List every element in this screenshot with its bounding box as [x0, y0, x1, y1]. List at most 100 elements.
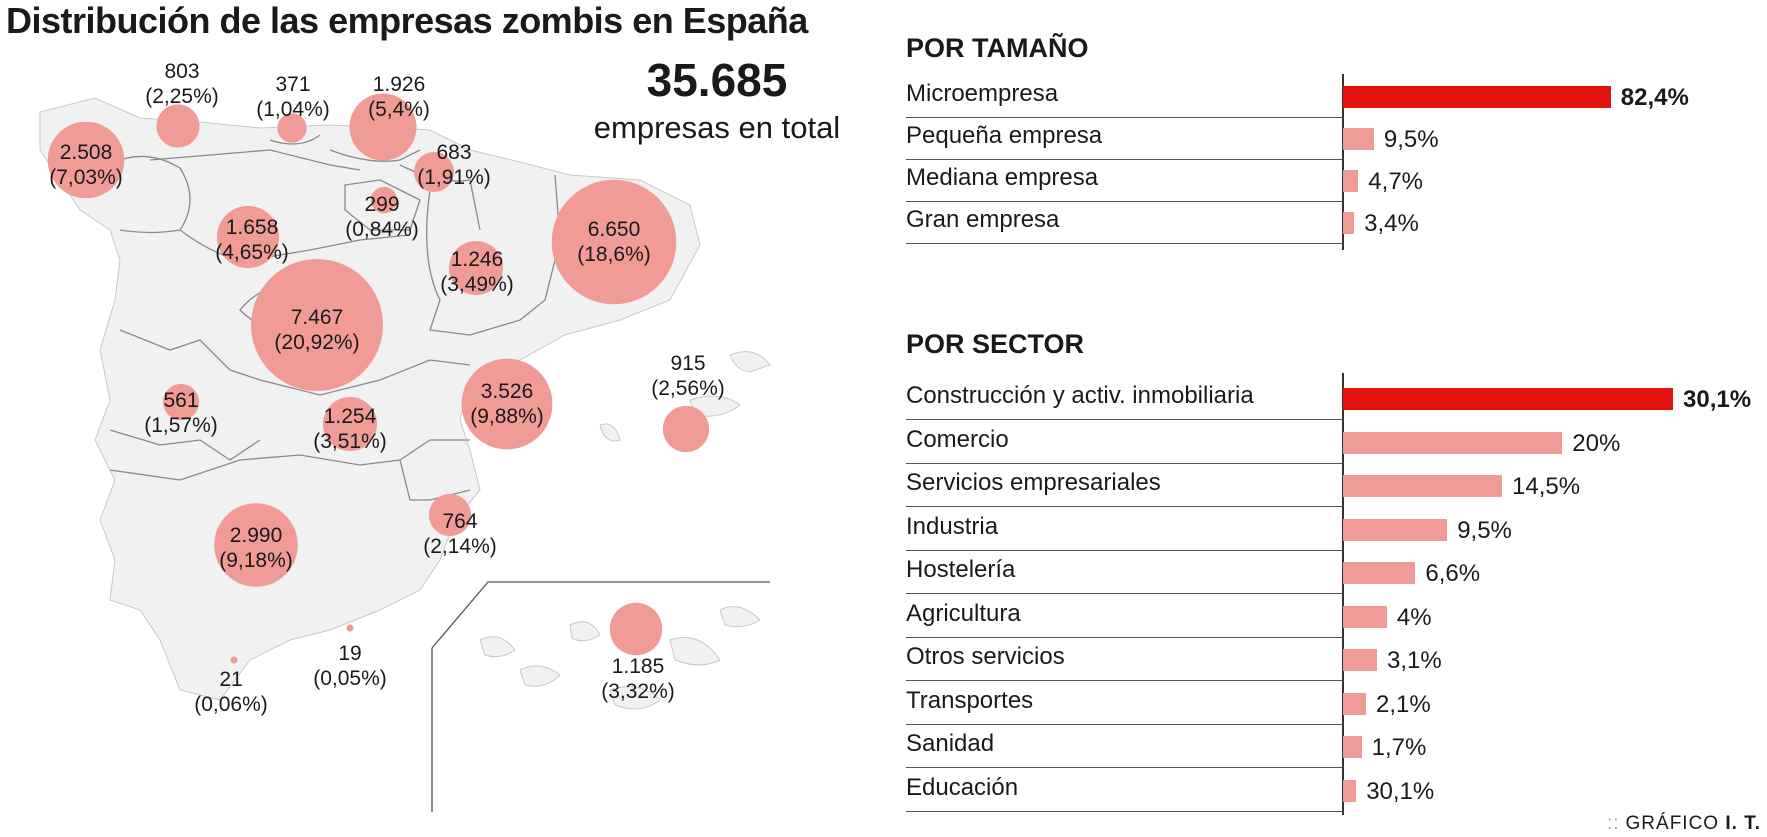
- bar-category-label: Gran empresa: [906, 206, 1060, 233]
- bubble-asturias: [156, 104, 200, 148]
- bar-value-label: 3,1%: [1387, 647, 1442, 674]
- bar-value-label: 4%: [1396, 603, 1432, 631]
- bubble-galicia: [47, 121, 125, 199]
- bubble-percent: (1,04%): [256, 98, 330, 121]
- bar: [1343, 692, 1366, 715]
- row-separator: [906, 201, 1343, 202]
- bubble-count: 1.658: [225, 216, 279, 239]
- bar-row: Comercio 20%: [906, 421, 1750, 464]
- bubble-count: 19: [338, 642, 362, 665]
- row-separator: [906, 117, 1343, 118]
- size-axis: [1342, 74, 1344, 250]
- bubble-label: 19 (0,05%): [313, 641, 387, 691]
- bubble-label: 299 (0,84%): [345, 192, 419, 242]
- credit-prefix: GRÁFICO: [1625, 813, 1720, 834]
- row-separator: [906, 680, 1343, 681]
- bubble-percent: (0,06%): [194, 693, 268, 716]
- row-separator: [906, 243, 1343, 244]
- bubble-percent: (0,84%): [345, 218, 419, 241]
- bubble-count: 6.650: [587, 218, 641, 241]
- bar-row: Servicios empresariales 14,5%: [906, 464, 1750, 507]
- bubble-count: 2.990: [229, 524, 283, 547]
- bubble-label: 1.246 (3,49%): [440, 247, 514, 297]
- bar: [1343, 649, 1377, 671]
- bar-row: Gran empresa 3,4%: [906, 201, 1750, 244]
- bar-row: Mediana empresa 4,7%: [906, 159, 1750, 202]
- bubble-percent: (2,56%): [651, 377, 725, 400]
- bubble-count: 1.185: [611, 655, 665, 678]
- bubble-castilla-y-le-n: [216, 205, 280, 269]
- row-separator: [906, 636, 1343, 638]
- peninsula-shape: [39, 97, 701, 701]
- bar-category-label: Microempresa: [906, 80, 1059, 107]
- row-separator: [906, 549, 1343, 551]
- bubble-label: 371 (1,04%): [256, 72, 330, 122]
- bubble-label: 915 (2,56%): [651, 351, 725, 401]
- bubble-castilla-la-mancha: [323, 397, 377, 451]
- bubble-label: 1.926 (5,4%): [368, 72, 430, 122]
- bar: [1343, 518, 1448, 541]
- bar-row: Educación 30,1%: [906, 769, 1750, 812]
- bar-value-label: 9,5%: [1383, 126, 1439, 153]
- bar-row: Pequeña empresa 9,5%: [906, 117, 1750, 160]
- bar: [1343, 431, 1563, 454]
- bubble-label: 1.254 (3,51%): [313, 404, 387, 454]
- bubble-label: 683 (1,91%): [417, 140, 491, 190]
- bubble-percent: (9,88%): [470, 405, 544, 428]
- bubble-count: 371: [275, 73, 311, 96]
- row-separator: [906, 810, 1343, 812]
- bar-value-label: 30,1%: [1366, 777, 1435, 805]
- bubble-percent: (9,18%): [219, 549, 293, 572]
- credit-dots: ::: [1606, 813, 1620, 834]
- bubble-baleares: [662, 405, 710, 453]
- bar: [1343, 170, 1359, 192]
- bar-category-label: Mediana empresa: [906, 164, 1099, 191]
- bar: [1343, 86, 1611, 108]
- row-separator: [906, 419, 1343, 420]
- bubble-percent: (2,25%): [145, 85, 219, 108]
- bubble-count: 7.467: [290, 306, 344, 329]
- chart-title: Distribución de las empresas zombis en E…: [6, 0, 808, 41]
- bar-category-label: Comercio: [906, 425, 1009, 453]
- bubble-label: 21 (0,06%): [194, 667, 268, 717]
- bubble-percent: (2,14%): [423, 535, 497, 558]
- bubble-percent: (7,03%): [49, 166, 123, 189]
- bar-row: Construcción y activ. inmobiliaria 30,1%: [906, 377, 1751, 420]
- bubble-count: 21: [219, 668, 243, 691]
- bar: [1343, 475, 1502, 497]
- bubble-melilla: [346, 624, 354, 632]
- bubble-count: 2.508: [59, 141, 113, 164]
- bar-category-label: Servicios empresariales: [906, 469, 1161, 496]
- row-separator: [906, 723, 1343, 725]
- credit-author: I. T.: [1725, 813, 1761, 834]
- bar-value-label: 20%: [1572, 429, 1621, 457]
- bar-category-label: Hostelería: [906, 556, 1016, 583]
- bubble-percent: (5,4%): [368, 98, 430, 121]
- bar-value-label: 3,4%: [1364, 210, 1419, 237]
- bubble-percent: (18,6%): [577, 243, 651, 266]
- size-section-title: POR TAMAÑO: [906, 33, 1089, 63]
- total-label: empresas en total: [593, 110, 841, 145]
- bar-row: Transportes 2,1%: [906, 682, 1750, 725]
- bubble-cantabria: [277, 113, 307, 143]
- bar-category-label: Educación: [906, 773, 1019, 801]
- bar: [1343, 605, 1387, 628]
- bar-value-label: 82,4%: [1620, 84, 1689, 111]
- bubble-catalu-a: [551, 179, 677, 305]
- sector-axis: [1342, 373, 1344, 815]
- bubble-canarias: [609, 602, 663, 656]
- canarias-inset: [431, 581, 770, 812]
- bubble-pa-s-vasco: [349, 93, 417, 161]
- bar-value-label: 14,5%: [1512, 473, 1581, 500]
- credit: :: GRÁFICO I. T.: [1607, 813, 1761, 835]
- total-count: 35.685: [646, 54, 788, 106]
- bar-row: Microempresa 82,4%: [906, 75, 1750, 118]
- row-separator: [906, 767, 1343, 768]
- bar-category-label: Sanidad: [906, 730, 995, 757]
- row-separator: [906, 506, 1343, 507]
- row-separator: [906, 462, 1343, 464]
- bubble-count: 1.246: [450, 248, 504, 271]
- bubble-label: 764 (2,14%): [423, 509, 497, 559]
- bubble-label: 2.508 (7,03%): [49, 140, 123, 190]
- sector-section-title: POR SECTOR: [906, 329, 1085, 359]
